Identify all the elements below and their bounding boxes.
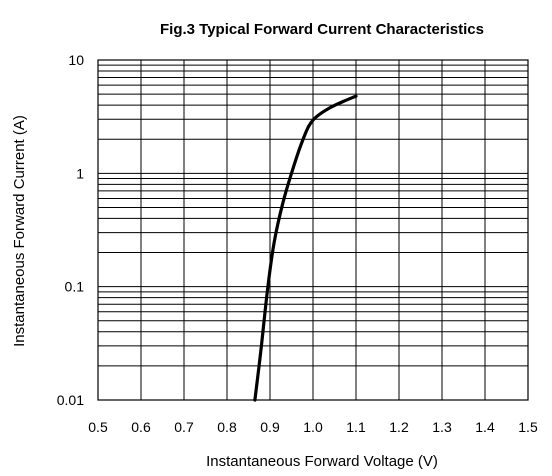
chart-title: Fig.3 Typical Forward Current Characteri… bbox=[160, 21, 484, 38]
x-tick-label: 0.9 bbox=[260, 419, 280, 435]
x-tick-label: 0.6 bbox=[131, 419, 151, 435]
y-tick-label: 0.1 bbox=[65, 279, 85, 295]
y-tick-label: 0.01 bbox=[57, 392, 84, 408]
y-axis-label: Instantaneous Forward Current (A) bbox=[11, 115, 28, 347]
x-tick-label: 1.5 bbox=[518, 419, 538, 435]
forward-current-curve bbox=[253, 94, 358, 402]
y-tick-label: 10 bbox=[68, 52, 84, 68]
plot-frame bbox=[97, 59, 529, 401]
x-tick-label: 1.2 bbox=[389, 419, 409, 435]
y-tick-label: 1 bbox=[76, 165, 84, 181]
x-tick-label: 1.1 bbox=[346, 419, 366, 435]
x-tick-label: 1.0 bbox=[303, 419, 323, 435]
x-tick-label: 0.7 bbox=[174, 419, 194, 435]
x-tick-label: 1.3 bbox=[432, 419, 452, 435]
x-tick-labels: 0.5 0.6 0.7 0.8 0.9 1.0 1.1 1.2 1.3 1.4 1.5 bbox=[88, 419, 538, 435]
x-tick-label: 1.4 bbox=[475, 419, 495, 435]
grid bbox=[97, 60, 529, 401]
y-tick-labels: 0.01 0.1 1 10 bbox=[57, 52, 84, 408]
x-tick-label: 0.5 bbox=[88, 419, 108, 435]
x-tick-label: 0.8 bbox=[217, 419, 237, 435]
x-axis-label: Instantaneous Forward Voltage (V) bbox=[206, 453, 438, 470]
